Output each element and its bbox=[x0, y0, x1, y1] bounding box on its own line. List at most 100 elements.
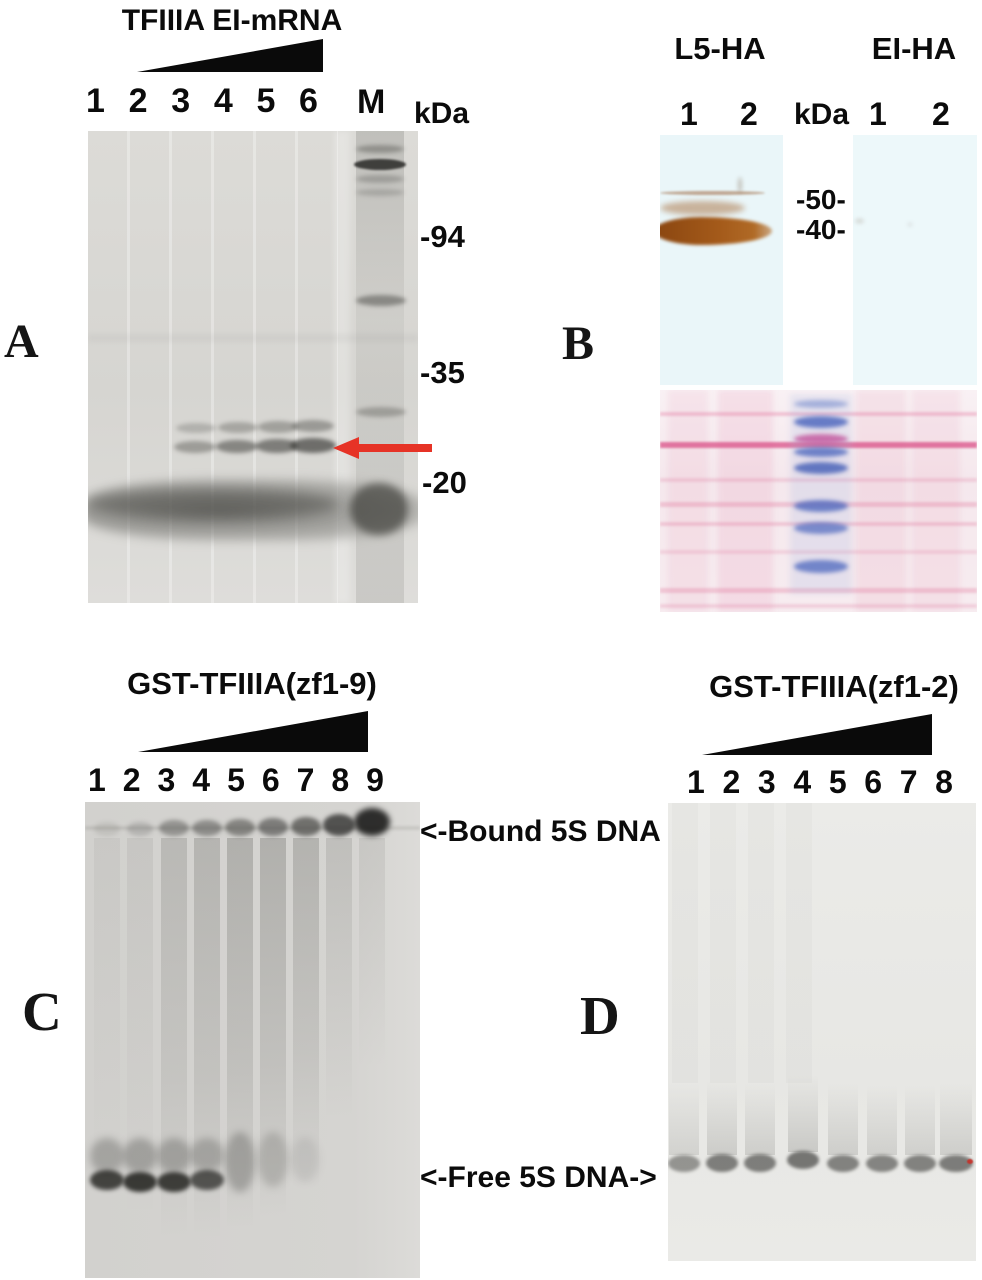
lane-label: 3 bbox=[157, 762, 176, 798]
ponceau-streak bbox=[660, 412, 977, 416]
free-band bbox=[157, 1172, 191, 1192]
ponceau-streak bbox=[660, 604, 977, 608]
panel-d-title: GST-TFIIIA(zf1-2) bbox=[709, 669, 959, 704]
gel-smear bbox=[88, 489, 338, 519]
gel-band bbox=[174, 441, 216, 453]
free-band bbox=[668, 1155, 700, 1172]
free-band bbox=[190, 1170, 224, 1190]
bound-band bbox=[258, 818, 288, 836]
lane-label: 4 bbox=[793, 764, 812, 800]
red-dot bbox=[967, 1159, 973, 1164]
free-dna-annotation: <-Free 5S DNA-> bbox=[420, 1161, 657, 1194]
blot-title-l5ha: L5-HA bbox=[674, 31, 766, 66]
lane-label: 3 bbox=[171, 82, 191, 120]
ladder-band bbox=[794, 434, 848, 444]
band-smear bbox=[905, 1085, 935, 1155]
ponceau-lane-smear bbox=[668, 390, 708, 612]
ponceau-lane-smear bbox=[912, 390, 960, 612]
free-band bbox=[706, 1154, 738, 1172]
bound-band bbox=[225, 819, 255, 836]
bound-band bbox=[291, 817, 321, 836]
lane-label: 1 bbox=[86, 82, 105, 120]
faint-row bbox=[85, 826, 420, 830]
marker-band bbox=[356, 189, 404, 196]
lane-smear bbox=[359, 838, 385, 1068]
free-band bbox=[939, 1155, 973, 1172]
lane-smear bbox=[227, 838, 253, 1228]
bound-band bbox=[127, 822, 153, 836]
blot-streak bbox=[660, 191, 765, 195]
blot-speck bbox=[738, 177, 742, 193]
band-smear bbox=[745, 1083, 775, 1155]
bound-band bbox=[94, 822, 120, 836]
ponceau-lane-smear bbox=[856, 390, 906, 612]
gradient-wedge-d bbox=[702, 714, 932, 755]
free-band bbox=[123, 1172, 157, 1192]
ladder-band bbox=[794, 500, 848, 512]
ladder-band bbox=[794, 462, 848, 474]
bound-band bbox=[192, 820, 222, 836]
lane-label: 2 bbox=[122, 762, 141, 798]
free-band bbox=[904, 1155, 936, 1172]
free-band bbox=[866, 1155, 898, 1172]
lane-label: 7 bbox=[296, 762, 315, 798]
blot-speck bbox=[855, 219, 864, 223]
lane-label: 6 bbox=[261, 762, 280, 798]
lane-label: 3 bbox=[757, 764, 776, 800]
lane-label: 2 bbox=[740, 96, 758, 132]
ladder-band bbox=[794, 560, 848, 573]
lane-label: 5 bbox=[256, 82, 276, 120]
band-arrow-shaft bbox=[357, 444, 432, 452]
lane-label: 8 bbox=[331, 762, 350, 798]
gel-c bbox=[85, 802, 420, 1278]
free-band bbox=[291, 1137, 319, 1182]
lane-smear bbox=[326, 838, 352, 1118]
gradient-wedge-a bbox=[137, 39, 323, 72]
gel-a bbox=[88, 131, 418, 603]
free-band bbox=[744, 1154, 776, 1172]
lane-label: 6 bbox=[299, 82, 318, 120]
ponceau-streak bbox=[660, 442, 977, 448]
ponceau-streak bbox=[660, 550, 977, 554]
marker-band bbox=[354, 159, 406, 170]
blot-band bbox=[660, 201, 745, 215]
gel-band bbox=[292, 420, 334, 432]
panel-a-letter: A bbox=[4, 315, 39, 368]
free-band-halo bbox=[123, 1138, 157, 1174]
gel-band bbox=[258, 421, 298, 433]
lane-labels-c: 1 2 3 4 5 6 7 8 9 bbox=[88, 764, 384, 796]
lane-labels-a: 1 2 3 4 5 6 bbox=[86, 84, 318, 118]
faint-lane-streaks bbox=[672, 803, 822, 1083]
panel-d-letter: D bbox=[580, 985, 620, 1046]
ponceau-streak bbox=[660, 478, 977, 482]
bound-dna-annotation: <-Bound 5S DNA bbox=[420, 815, 661, 848]
ponceau-membrane bbox=[660, 390, 977, 612]
blot-band bbox=[660, 217, 772, 245]
band-smear bbox=[788, 1075, 818, 1152]
marker-lane-label: M bbox=[357, 83, 386, 121]
lane-label: 6 bbox=[864, 764, 883, 800]
free-band bbox=[90, 1170, 124, 1190]
blot-l5ha bbox=[660, 135, 783, 385]
gradient-wedge-c bbox=[138, 711, 368, 752]
panel-c-title: GST-TFIIIA(zf1-9) bbox=[127, 666, 377, 701]
gel-band bbox=[256, 439, 298, 453]
band-smear bbox=[707, 1081, 737, 1155]
gel-band bbox=[218, 422, 258, 433]
kda-marker: -94 bbox=[420, 219, 465, 254]
free-band bbox=[225, 1132, 255, 1192]
lane-smear bbox=[260, 838, 286, 1218]
band-smear bbox=[669, 1083, 699, 1155]
faint-row bbox=[88, 335, 418, 341]
lane-smear bbox=[127, 838, 153, 1218]
free-band bbox=[827, 1155, 859, 1172]
lane-label: 2 bbox=[932, 96, 950, 132]
lane-label: 9 bbox=[366, 762, 384, 798]
blot-title-eiha: EI-HA bbox=[871, 31, 957, 66]
bound-band bbox=[354, 808, 390, 836]
lane-label: 2 bbox=[722, 764, 741, 800]
lane-label: 4 bbox=[213, 82, 233, 120]
gel-band bbox=[216, 440, 258, 453]
lane-label: 1 bbox=[869, 96, 887, 132]
gel-band bbox=[290, 438, 336, 453]
